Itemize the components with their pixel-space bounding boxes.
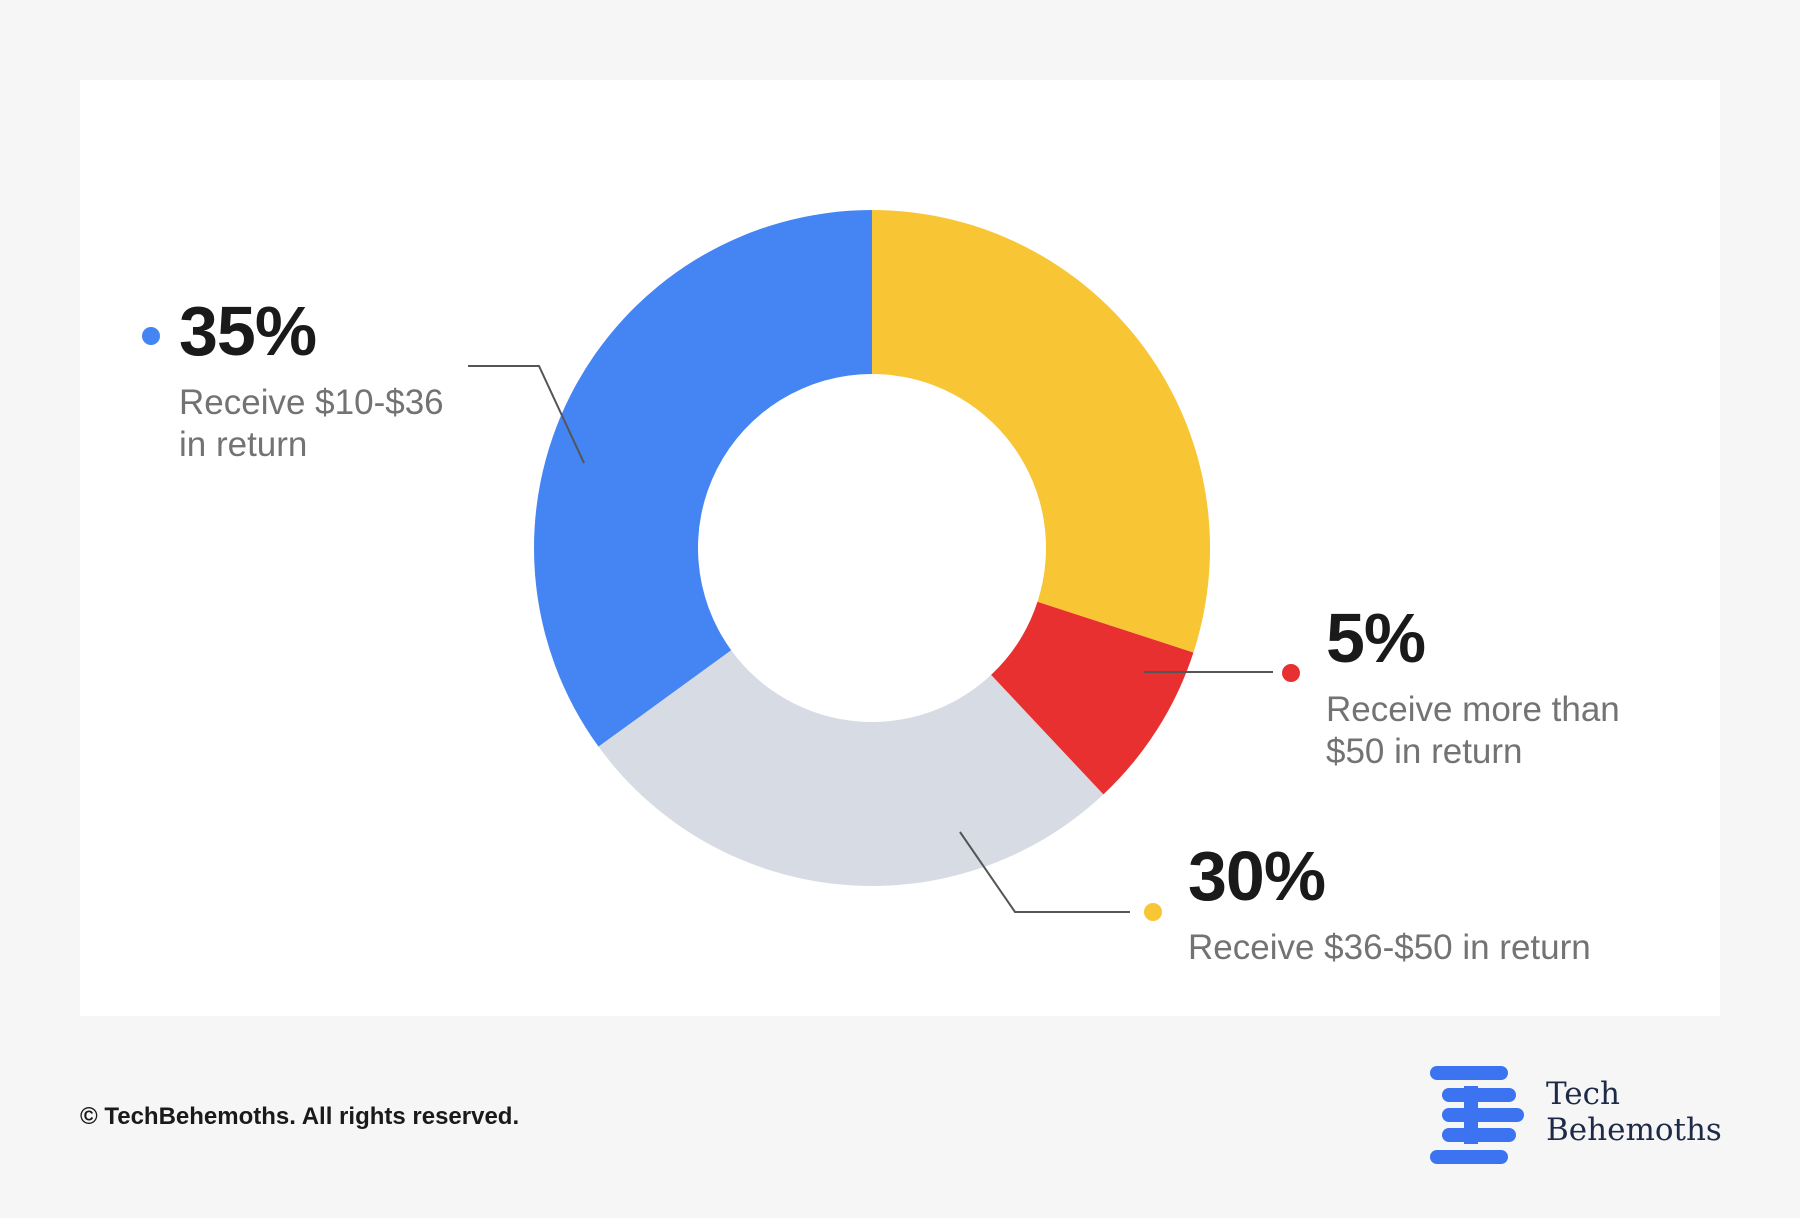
annotation-5: 5% Receive more than $50 in return: [1326, 603, 1620, 773]
legend-dot-red: [1282, 664, 1300, 682]
annotation-30-desc: Receive $36-$50 in return: [1188, 927, 1591, 969]
donut-slice-3: [872, 210, 1210, 653]
chart-card: 35% Receive $10-$36 in return 5% Receive…: [80, 80, 1720, 1016]
leader-line-30: [959, 831, 1130, 913]
logo-bar-4: [1430, 1150, 1508, 1164]
donut-slice-2: [991, 601, 1194, 795]
annotation-30: 30% Receive $36-$50 in return: [1188, 841, 1591, 969]
annotation-35-desc-line1: Receive $10-$36: [179, 383, 444, 422]
annotation-35-value: 35%: [179, 292, 317, 370]
annotation-35-desc-line2: in return: [179, 425, 308, 464]
logo-bar-3: [1442, 1128, 1516, 1142]
donut-slice-1: [598, 650, 1104, 886]
logo-bar-1: [1442, 1088, 1516, 1102]
logo-line-tech: Tech: [1546, 1076, 1620, 1112]
donut-chart: [468, 210, 1273, 913]
logo-bar-2: [1442, 1108, 1524, 1122]
techbehemoths-logo-icon: [1430, 1066, 1524, 1164]
annotation-30-desc-line1: Receive $36-$50 in return: [1188, 928, 1591, 967]
copyright-text: © TechBehemoths. All rights reserved.: [80, 1103, 520, 1130]
annotation-5-value: 5%: [1326, 599, 1426, 677]
legend-dot-yellow: [1144, 903, 1162, 921]
donut-slice-0: [534, 210, 872, 747]
annotation-5-desc-line1: Receive more than: [1326, 690, 1620, 729]
logo-line-behemoths: Behemoths: [1546, 1112, 1722, 1148]
annotation-35: 35% Receive $10-$36 in return: [179, 296, 444, 466]
leader-line-35: [468, 365, 585, 464]
logo-bar-0: [1430, 1066, 1508, 1080]
logo-stem: [1464, 1086, 1478, 1144]
annotation-30-value: 30%: [1188, 837, 1326, 915]
annotation-35-desc: Receive $10-$36 in return: [179, 382, 444, 466]
annotation-5-desc-line2: $50 in return: [1326, 732, 1523, 771]
legend-dot-blue: [142, 327, 160, 345]
logo-wordmark: Tech Behemoths: [1546, 1076, 1722, 1148]
annotation-5-desc: Receive more than $50 in return: [1326, 689, 1620, 773]
